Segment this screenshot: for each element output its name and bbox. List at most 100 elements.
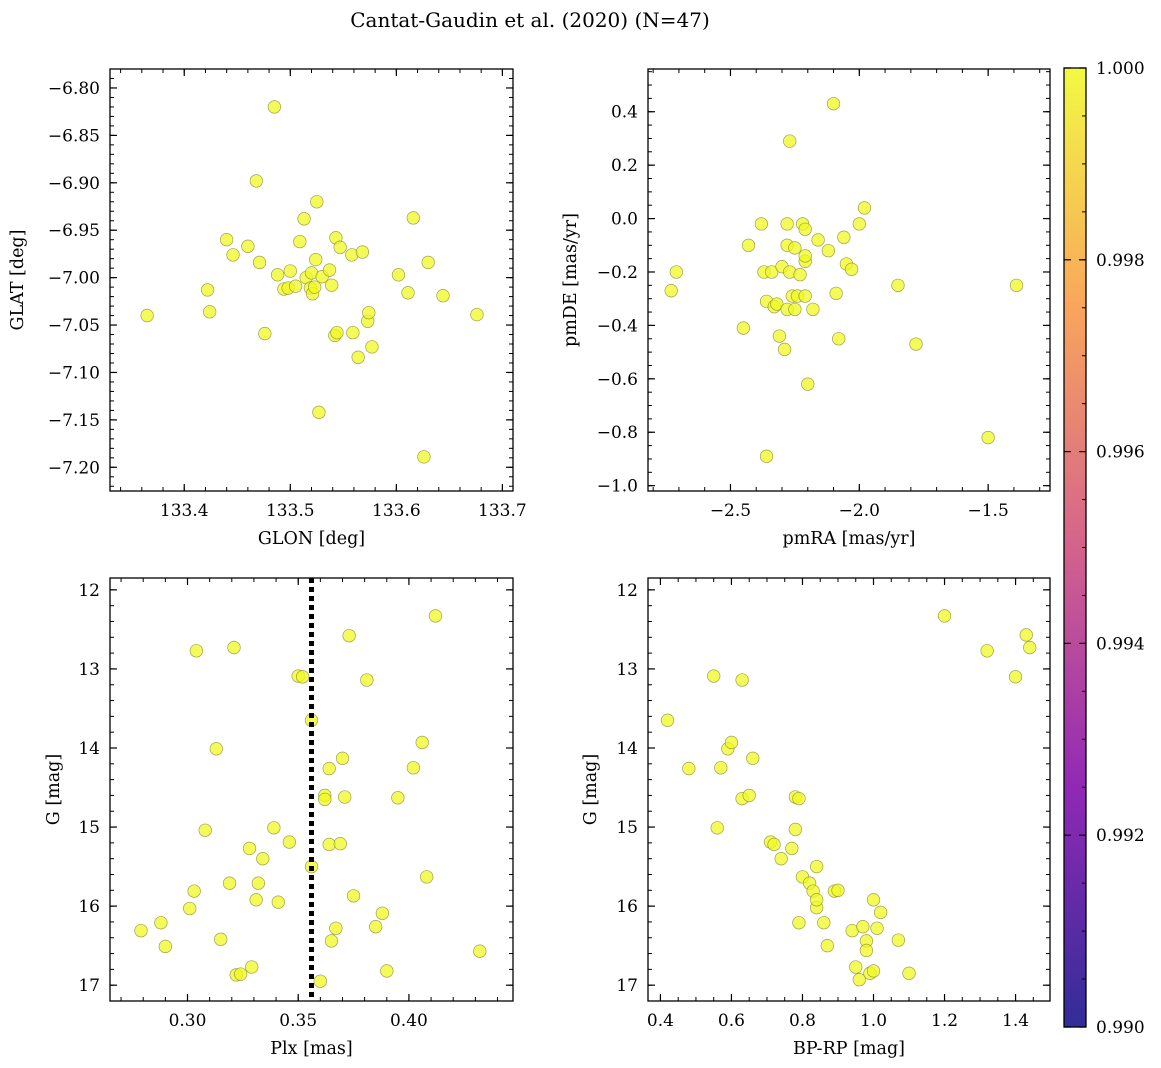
y-tick-label: −7.05 bbox=[48, 316, 100, 336]
scatter-point bbox=[436, 289, 450, 303]
scatter-point bbox=[821, 243, 836, 258]
scatter-point bbox=[256, 852, 270, 866]
panel-tr: −2.5 −2.0 −1.5 0.4 0.2 0.0 −0.2 −0.4 −0.6 −0.8 −1.… bbox=[561, 68, 1051, 549]
scatter-point bbox=[282, 835, 297, 849]
scatter-point bbox=[154, 916, 168, 930]
scatter-point bbox=[233, 967, 248, 981]
scatter-point bbox=[227, 640, 241, 655]
scatter-point bbox=[267, 821, 281, 835]
scatter-point bbox=[660, 713, 675, 727]
scatter-point bbox=[793, 268, 807, 282]
x-tick-label: 133.4 bbox=[160, 501, 209, 521]
scatter-point bbox=[707, 669, 721, 683]
scatter-point bbox=[891, 933, 906, 947]
x-tick-label: −2.5 bbox=[710, 501, 751, 521]
scatter-point bbox=[811, 233, 825, 247]
scatter-point bbox=[249, 174, 264, 188]
y-tick-label: −6.95 bbox=[48, 221, 100, 241]
points-bl bbox=[134, 609, 487, 988]
scatter-point bbox=[856, 920, 870, 934]
y-tick-label: 0.2 bbox=[611, 156, 638, 176]
scatter-point bbox=[310, 195, 324, 209]
y-tick-label: −7.10 bbox=[48, 363, 100, 383]
scatter-point bbox=[937, 609, 952, 623]
scatter-point bbox=[245, 960, 259, 974]
scatter-point bbox=[826, 97, 841, 111]
panel-tl: 133.4 133.5 133.6 133.7 −6.80 −6.85 −6.90 −6.95… bbox=[8, 68, 527, 549]
panels: 133.4 133.5 133.6 133.7 −6.80 −6.85 −6.90 −6.95… bbox=[8, 68, 1051, 1059]
y-tick-label: 12 bbox=[78, 581, 100, 601]
scatter-point bbox=[759, 449, 774, 463]
scatter-point bbox=[765, 265, 779, 279]
scatter-point bbox=[736, 321, 750, 335]
colorbar: 0.990 0.992 0.994 0.996 0.998 1.000 bbox=[1063, 59, 1145, 1038]
scatter-point bbox=[902, 966, 916, 980]
scatter-point bbox=[293, 234, 307, 249]
scatter-point bbox=[866, 893, 881, 907]
scatter-point bbox=[829, 286, 843, 301]
y-tick-label: −6.90 bbox=[48, 174, 100, 194]
scatter-point bbox=[322, 837, 336, 852]
scatter-point bbox=[220, 233, 234, 247]
scatter-point bbox=[844, 262, 859, 276]
axes-frame bbox=[109, 68, 514, 492]
scatter-point bbox=[710, 821, 724, 835]
scatter-point bbox=[754, 217, 769, 231]
scatter-point bbox=[682, 761, 696, 776]
x-tick-label: 0.4 bbox=[647, 1011, 674, 1031]
y-tick-label: 16 bbox=[616, 897, 638, 917]
x-tick-label: −2.0 bbox=[839, 501, 880, 521]
scatter-point bbox=[870, 921, 884, 935]
y-axis-label: G [mag] bbox=[44, 754, 64, 825]
scatter-point bbox=[346, 325, 360, 340]
scatter-point bbox=[342, 629, 356, 643]
x-axis-label: GLON [deg] bbox=[258, 529, 365, 549]
scatter-point bbox=[473, 944, 487, 958]
scatter-point bbox=[375, 906, 390, 920]
scatter-point bbox=[735, 673, 749, 687]
scatter-point bbox=[859, 943, 874, 958]
y-tick-label: −6.85 bbox=[48, 126, 100, 146]
scatter-point bbox=[980, 644, 994, 658]
y-tick-label: −1.0 bbox=[597, 477, 638, 497]
x-axis-label: Plx [mas] bbox=[270, 1039, 352, 1059]
axes-frame bbox=[647, 577, 1051, 1002]
scatter-point bbox=[325, 278, 339, 292]
y-tick-label: 14 bbox=[78, 739, 100, 759]
colorbar-tick-label: 0.990 bbox=[1096, 1018, 1145, 1038]
scatter-point bbox=[271, 895, 285, 909]
scatter-point bbox=[792, 916, 806, 930]
scatter-point bbox=[664, 284, 678, 298]
scatter-point bbox=[866, 964, 881, 978]
scatter-point bbox=[406, 761, 421, 775]
scatter-point bbox=[158, 939, 173, 954]
scatter-point bbox=[724, 735, 739, 750]
scatter-point bbox=[258, 326, 272, 341]
y-axis-label: GLAT [deg] bbox=[8, 230, 28, 331]
y-tick-label: 15 bbox=[616, 818, 638, 838]
y-tick-label: 16 bbox=[78, 897, 100, 917]
scatter-point bbox=[831, 883, 845, 897]
scatter-point bbox=[873, 905, 888, 920]
scatter-point bbox=[852, 973, 866, 987]
y-tick-label: 17 bbox=[616, 976, 638, 996]
scatter-point bbox=[798, 249, 812, 263]
scatter-point bbox=[333, 240, 347, 254]
scatter-point bbox=[788, 241, 802, 255]
y-axis-label: G [mag] bbox=[581, 754, 601, 825]
scatter-point bbox=[360, 673, 374, 687]
scatter-point bbox=[406, 211, 420, 225]
scatter-point bbox=[421, 255, 435, 270]
scatter-point bbox=[313, 974, 328, 988]
x-tick-label: 0.35 bbox=[279, 1011, 317, 1031]
scatter-point bbox=[785, 841, 799, 856]
scatter-point bbox=[222, 876, 237, 890]
scatter-point bbox=[669, 265, 683, 279]
scatter-point bbox=[351, 350, 365, 364]
scatter-point bbox=[209, 742, 223, 756]
scatter-point bbox=[788, 302, 802, 317]
scatter-point bbox=[198, 823, 212, 837]
scatter-point bbox=[767, 837, 781, 852]
scatter-point bbox=[189, 644, 204, 658]
scatter-point bbox=[415, 735, 429, 750]
